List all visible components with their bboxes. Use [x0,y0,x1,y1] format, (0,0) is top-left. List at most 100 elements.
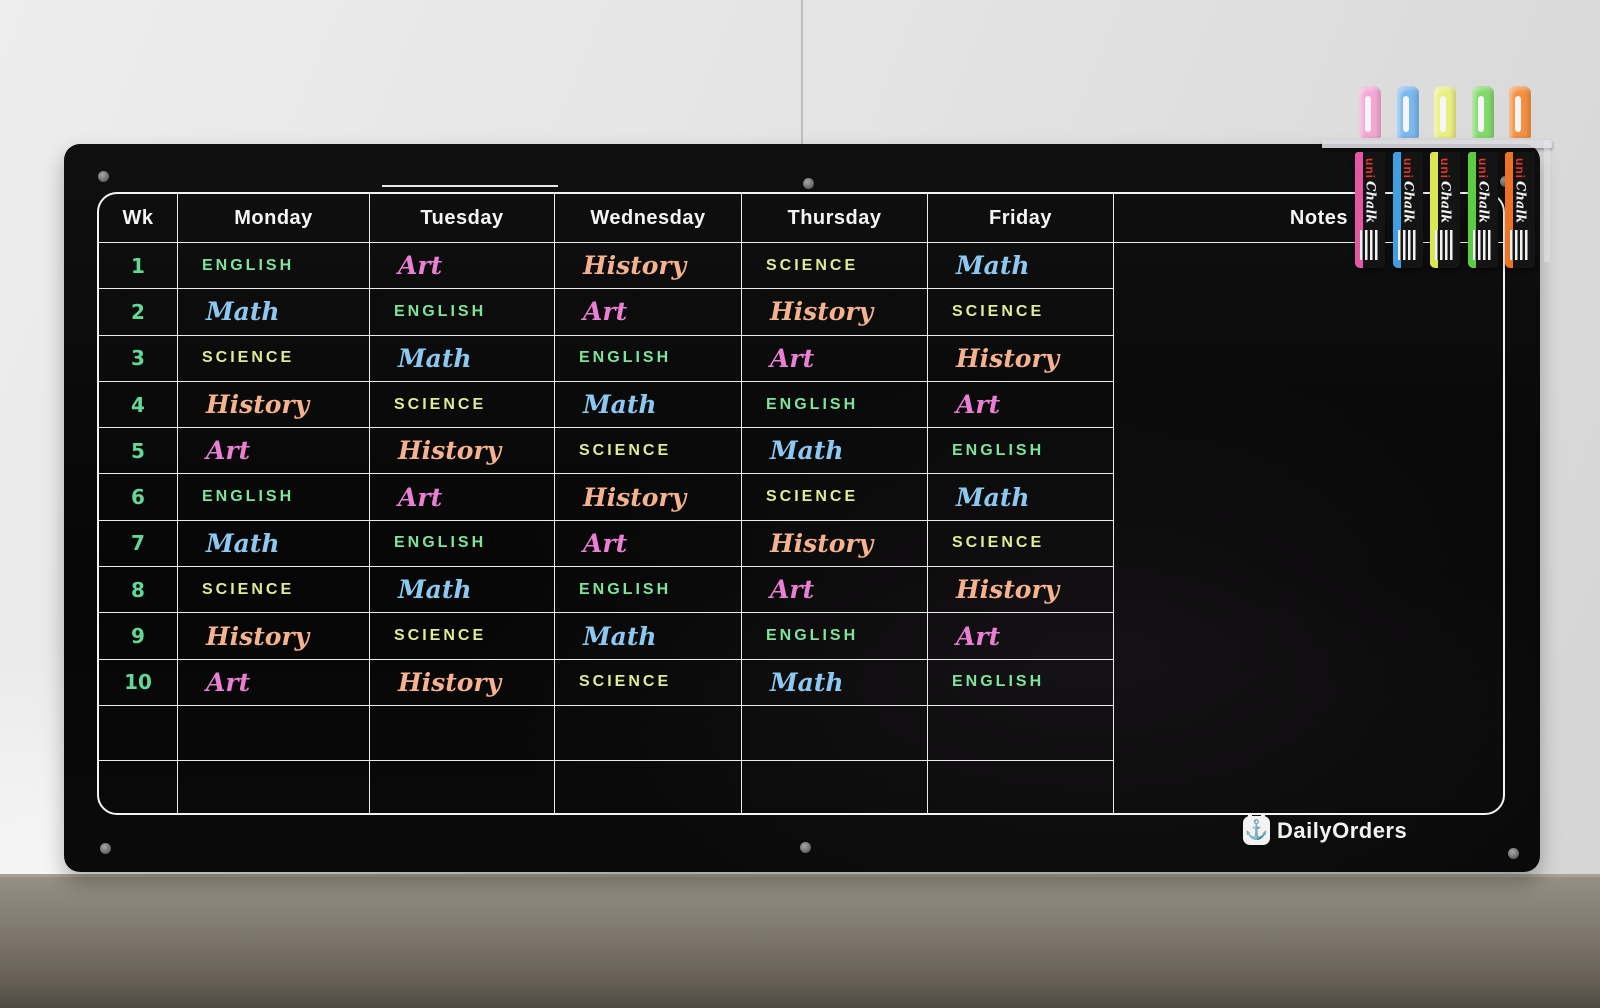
empty-subject-cell-thursday [742,705,928,761]
column-header-notes: Notes [1114,194,1503,243]
week-number: 10 [99,659,178,706]
marker-barcode [1360,230,1380,260]
mounting-hole [98,171,109,182]
empty-subject-cell-monday [178,705,370,761]
subject-cell-friday-week-9: Art [928,613,1114,660]
subject-cell-friday-week-7: SCIENCE [928,520,1114,568]
marker-clip [1515,96,1521,132]
subject-cell-tuesday-week-6: Art [370,474,555,521]
subject-cell-wednesday-week-8: ENGLISH [555,567,742,614]
marker-body: uni Chalk [1393,152,1423,268]
week-number: 5 [99,428,178,475]
marker-barcode [1473,230,1493,260]
column-header-friday: Friday [928,194,1114,243]
subject-cell-monday-week-9: History [178,613,370,660]
mounting-hole [803,178,814,189]
marker-product-label: Chalk [1437,181,1453,224]
empty-subject-cell-wednesday [555,760,742,813]
empty-week-cell [99,760,178,813]
subject-cell-tuesday-week-1: Art [370,243,555,290]
mounting-hole [1508,848,1519,859]
subject-cell-thursday-week-4: ENGLISH [742,381,928,429]
chalk-marker-yellow: uni Chalk [1430,86,1460,268]
anchor-calendar-icon: ⚓ [1243,813,1270,845]
marker-cap [1472,86,1494,138]
subject-cell-tuesday-week-3: Math [370,335,555,382]
subject-cell-friday-week-8: History [928,567,1114,614]
subject-cell-tuesday-week-8: Math [370,567,555,614]
subject-cell-tuesday-week-7: ENGLISH [370,520,555,568]
chalk-marker-blue: uni Chalk [1393,86,1423,268]
column-header-tuesday: Tuesday [370,194,555,243]
schedule-table: Wk Monday Tuesday Wednesday Thursday Friday No… [97,192,1505,815]
week-number: 1 [99,243,178,290]
marker-product-label: Chalk [1512,181,1528,224]
chalk-marker-pink: uni Chalk [1355,86,1385,268]
pen-rack: uni Chalk uni Chalk uni Chalk uni Chalk uni Chalk [1322,84,1554,270]
mounting-hole [800,842,811,853]
subject-cell-monday-week-8: SCIENCE [178,567,370,614]
subject-cell-monday-week-5: Art [178,428,370,475]
week-number: 4 [99,381,178,429]
subject-cell-wednesday-week-10: SCIENCE [555,659,742,706]
week-number: 6 [99,474,178,521]
subject-cell-thursday-week-5: Math [742,428,928,475]
empty-subject-cell-friday [928,760,1114,813]
marker-brand-label: uni [1401,158,1415,179]
column-header-thursday: Thursday [742,194,928,243]
subject-cell-tuesday-week-4: SCIENCE [370,381,555,429]
subject-cell-monday-week-2: Math [178,289,370,336]
subject-cell-monday-week-1: ENGLISH [178,243,370,290]
marker-cap [1397,86,1419,138]
pen-rack-end-bracket [1544,140,1550,262]
week-number: 3 [99,335,178,382]
subject-cell-wednesday-week-6: History [555,474,742,521]
notes-area [1114,243,1503,813]
marker-cap [1434,86,1456,138]
marker-product-label: Chalk [1362,181,1378,224]
mounting-hole [100,843,111,854]
marker-body: uni Chalk [1468,152,1498,268]
marker-brand-label: uni [1438,158,1452,179]
week-number: 2 [99,289,178,336]
marker-brand-label: uni [1513,158,1527,179]
chalkboard-planner: Wk Monday Tuesday Wednesday Thursday Friday No… [64,144,1540,872]
empty-subject-cell-tuesday [370,705,555,761]
marker-brand-label: uni [1363,158,1377,179]
marker-product-label: Chalk [1475,181,1491,224]
subject-cell-wednesday-week-4: Math [555,381,742,429]
subject-cell-wednesday-week-3: ENGLISH [555,335,742,382]
week-number: 7 [99,520,178,568]
marker-body: uni Chalk [1430,152,1460,268]
subject-cell-friday-week-1: Math [928,243,1114,290]
week-number: 9 [99,613,178,660]
marker-clip [1403,96,1409,132]
subject-cell-monday-week-7: Math [178,520,370,568]
wall-panel-seam [801,0,803,148]
empty-subject-cell-monday [178,760,370,813]
marker-barcode [1398,230,1418,260]
subject-cell-friday-week-6: Math [928,474,1114,521]
subject-cell-thursday-week-9: ENGLISH [742,613,928,660]
empty-week-cell [99,705,178,761]
marker-brand-label: uni [1476,158,1490,179]
subject-cell-monday-week-6: ENGLISH [178,474,370,521]
subject-cell-thursday-week-10: Math [742,659,928,706]
marker-body: uni Chalk [1355,152,1385,268]
chalk-marker-green: uni Chalk [1468,86,1498,268]
subject-cell-tuesday-week-9: SCIENCE [370,613,555,660]
marker-clip [1478,96,1484,132]
subject-cell-monday-week-4: History [178,381,370,429]
marker-clip [1440,96,1446,132]
brand-name: DailyOrders [1277,817,1408,843]
empty-subject-cell-thursday [742,760,928,813]
subject-cell-wednesday-week-9: Math [555,613,742,660]
subject-cell-wednesday-week-7: Art [555,520,742,568]
subject-cell-friday-week-3: History [928,335,1114,382]
subject-cell-wednesday-week-2: Art [555,289,742,336]
subject-cell-tuesday-week-10: History [370,659,555,706]
pen-rack-shelf [1322,140,1552,148]
marker-barcode [1510,230,1530,260]
marker-clip [1365,96,1371,132]
